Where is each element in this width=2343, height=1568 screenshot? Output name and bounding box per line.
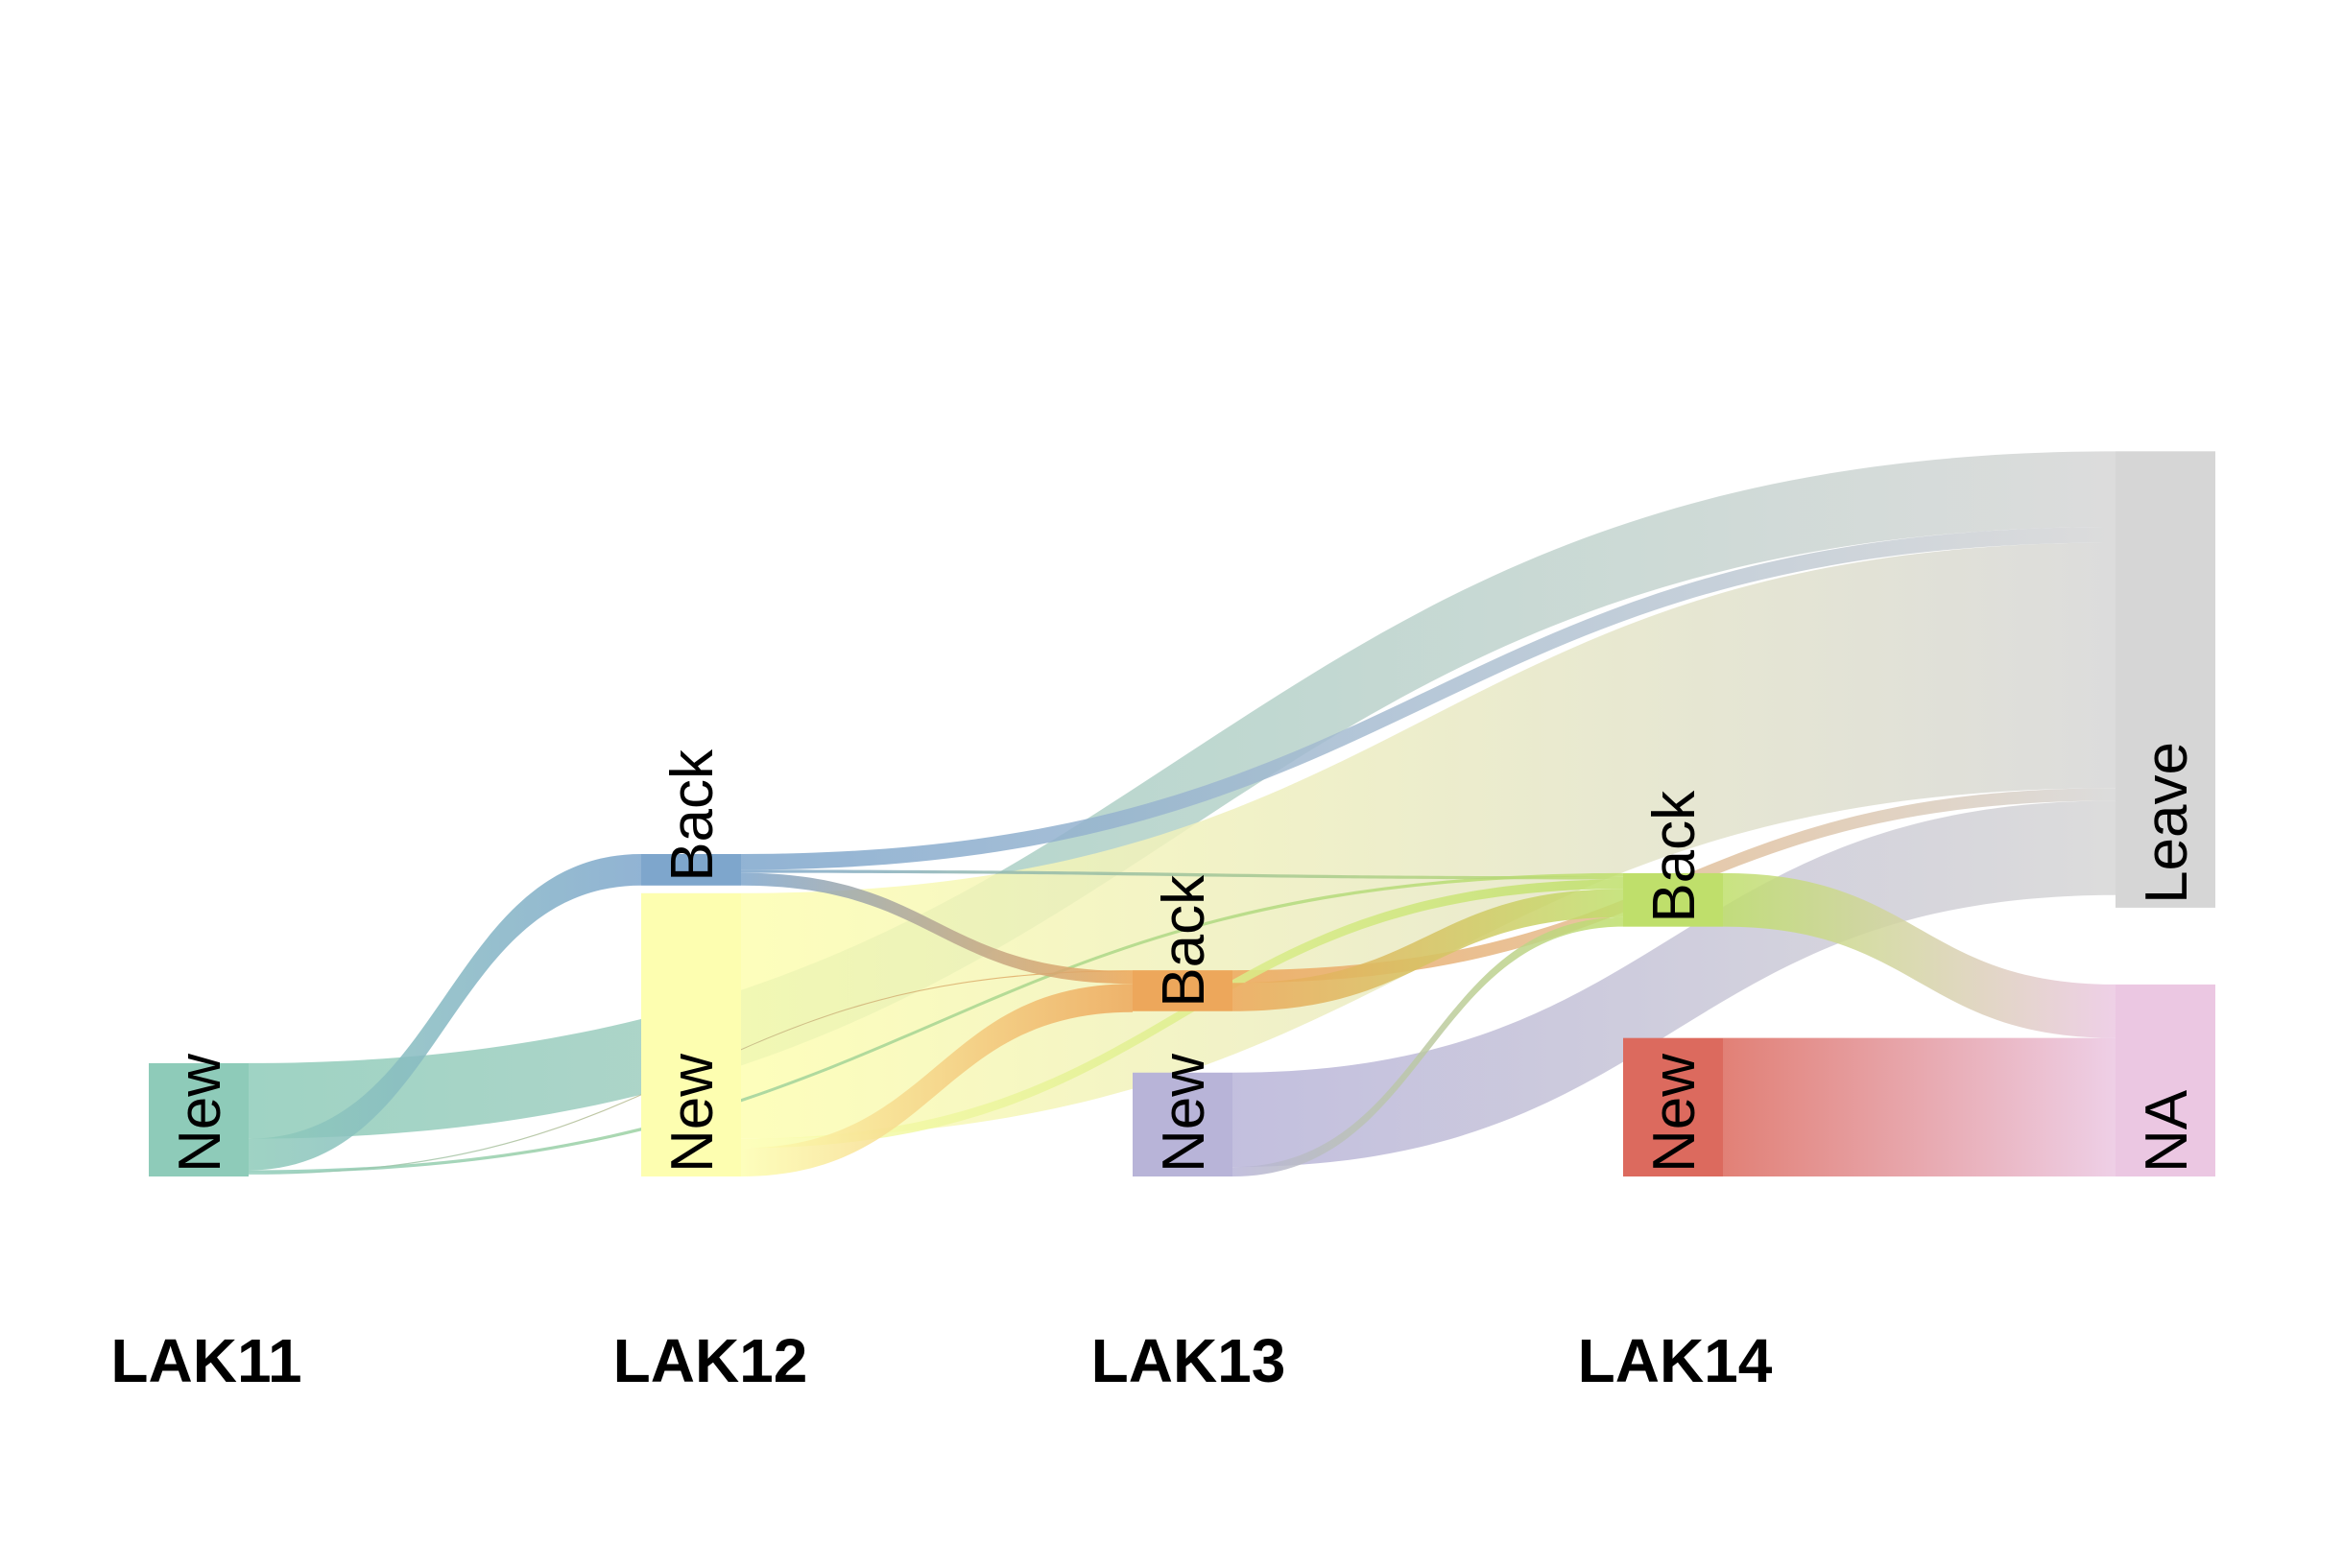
node-label-n11_new: New — [167, 1054, 233, 1173]
links-layer — [249, 451, 2116, 1176]
labels-layer: New Back New Back New Back New Leave NA — [167, 742, 2200, 1173]
node-label-n12_new: New — [659, 1054, 726, 1173]
node-label-n14_back: Back — [1641, 790, 1708, 923]
node-n13_new — [1133, 1072, 1232, 1176]
node-n12_back — [641, 854, 741, 886]
node-label-n13_back: Back — [1151, 874, 1217, 1008]
link-n12_back-to-n13_back — [741, 872, 1133, 985]
node-label-n15_na: NA — [2134, 1089, 2200, 1173]
link-n11_new-to-n12_back — [249, 854, 641, 1171]
node-label-n15_leave: Leave — [2134, 742, 2200, 904]
link-n12_back-to-n15_leave — [741, 527, 2116, 870]
node-n11_new — [149, 1062, 249, 1176]
link-n11_new-to-n14_back — [249, 872, 1623, 1174]
column-label-c13: LAK13 — [1091, 1326, 1286, 1395]
node-n12_new — [641, 892, 741, 1176]
node-label-n13_new: New — [1151, 1054, 1217, 1173]
column-label-c14: LAK14 — [1578, 1326, 1773, 1395]
column-label-c12: LAK12 — [613, 1326, 808, 1395]
link-n13_back-to-n14_back — [1232, 889, 1623, 1011]
node-n15_leave — [2116, 451, 2215, 908]
link-n13_new-to-n15_leave — [1232, 800, 2116, 1168]
node-n13_back — [1133, 970, 1232, 1011]
link-n14_new-to-n15_na — [1723, 1037, 2116, 1176]
column-label-c11: LAK11 — [110, 1326, 301, 1395]
link-n12_new-to-n13_back — [741, 984, 1133, 1176]
column-labels: LAK11 LAK12 LAK13 LAK14 — [110, 1326, 1772, 1395]
link-n12_new-to-n14_back — [741, 879, 1623, 1149]
node-label-n12_back: Back — [659, 748, 726, 882]
node-n14_new — [1623, 1037, 1723, 1176]
node-label-n14_new: New — [1641, 1054, 1708, 1173]
link-n13_new-to-n14_back — [1232, 916, 1623, 1176]
nodes-layer — [149, 451, 2215, 1176]
link-n12_back-to-n14_back — [741, 869, 1623, 880]
node-n14_back — [1623, 872, 1723, 927]
node-n15_na — [2116, 984, 2215, 1176]
link-n14_back-to-n15_na — [1723, 872, 2116, 1038]
